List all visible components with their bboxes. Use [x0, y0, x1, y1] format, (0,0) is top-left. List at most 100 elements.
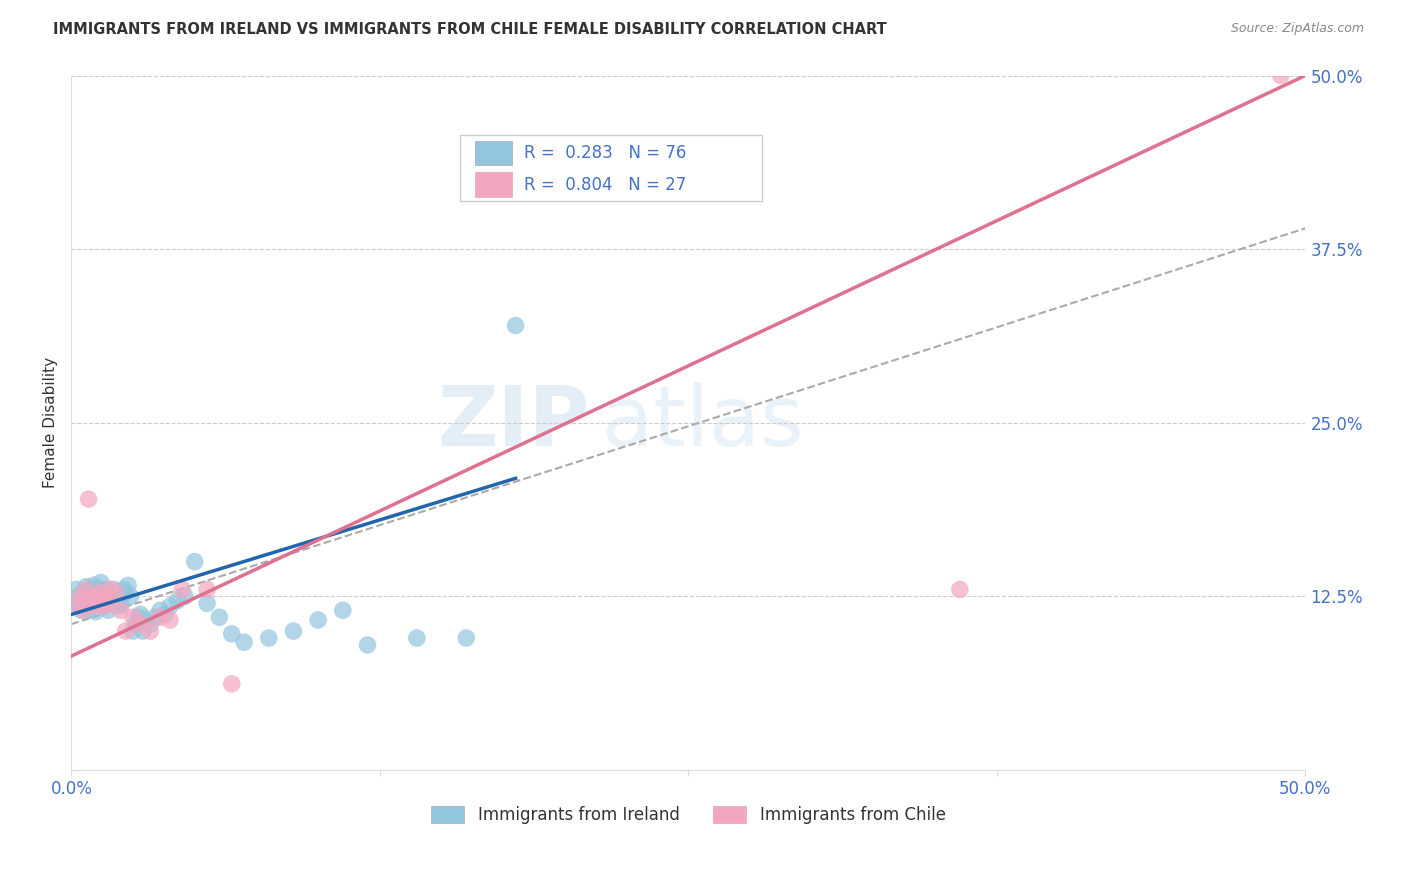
Point	[110, 603, 132, 617]
Point	[505, 318, 527, 333]
Point	[173, 590, 195, 604]
Point	[124, 617, 146, 632]
Point	[83, 596, 105, 610]
Text: R =  0.804   N = 27: R = 0.804 N = 27	[524, 176, 686, 194]
Point	[97, 603, 120, 617]
Point	[80, 591, 103, 605]
Point	[307, 613, 329, 627]
Point	[72, 593, 94, 607]
Point	[283, 624, 305, 639]
Point	[90, 586, 112, 600]
Point	[65, 596, 87, 610]
Point	[67, 599, 90, 613]
Point	[72, 599, 94, 613]
Point	[97, 588, 120, 602]
Point	[83, 599, 105, 613]
Point	[103, 590, 125, 604]
Point	[127, 610, 149, 624]
Point	[221, 677, 243, 691]
Point	[93, 599, 115, 613]
Point	[77, 603, 100, 617]
Point	[93, 585, 115, 599]
Text: IMMIGRANTS FROM IRELAND VS IMMIGRANTS FROM CHILE FEMALE DISABILITY CORRELATION C: IMMIGRANTS FROM IRELAND VS IMMIGRANTS FR…	[53, 22, 887, 37]
Legend: Immigrants from Ireland, Immigrants from Chile: Immigrants from Ireland, Immigrants from…	[432, 806, 946, 824]
Point	[1270, 69, 1292, 83]
Point	[83, 578, 105, 592]
Point	[149, 603, 172, 617]
Point	[72, 585, 94, 599]
Point	[70, 603, 93, 617]
Point	[456, 631, 478, 645]
Point	[70, 596, 93, 610]
Point	[90, 575, 112, 590]
Point	[195, 596, 218, 610]
Point	[100, 582, 122, 597]
Point	[84, 588, 107, 602]
Point	[75, 580, 97, 594]
Point	[107, 593, 129, 607]
Point	[122, 610, 145, 624]
Point	[100, 593, 122, 607]
Point	[87, 593, 110, 607]
Point	[159, 599, 181, 613]
Y-axis label: Female Disability: Female Disability	[44, 357, 58, 488]
Point	[84, 590, 107, 604]
Point	[257, 631, 280, 645]
Point	[332, 603, 354, 617]
Point	[172, 582, 194, 597]
Point	[104, 596, 127, 610]
Point	[65, 582, 87, 597]
Text: Source: ZipAtlas.com: Source: ZipAtlas.com	[1230, 22, 1364, 36]
Point	[129, 617, 152, 632]
FancyBboxPatch shape	[475, 141, 512, 165]
Point	[104, 585, 127, 599]
Point	[75, 590, 97, 604]
Point	[94, 590, 117, 604]
Point	[97, 596, 120, 610]
Point	[84, 605, 107, 619]
Point	[149, 610, 172, 624]
Point	[114, 624, 136, 639]
Point	[208, 610, 231, 624]
Point	[134, 613, 156, 627]
Point	[97, 596, 120, 610]
Point	[120, 590, 142, 604]
Point	[90, 585, 112, 599]
Point	[110, 598, 132, 612]
Point	[90, 596, 112, 610]
Point	[107, 599, 129, 613]
Point	[70, 590, 93, 604]
Point	[75, 598, 97, 612]
Point	[153, 607, 176, 622]
Point	[94, 582, 117, 597]
Point	[87, 582, 110, 597]
Point	[112, 582, 135, 597]
Point	[77, 586, 100, 600]
Point	[77, 595, 100, 609]
Point	[80, 593, 103, 607]
Point	[87, 596, 110, 610]
Point	[117, 578, 139, 592]
Point	[159, 613, 181, 627]
Point	[949, 582, 972, 597]
Point	[122, 624, 145, 639]
Point	[139, 617, 162, 632]
Point	[114, 585, 136, 599]
Point	[104, 585, 127, 599]
Point	[221, 627, 243, 641]
Point	[94, 595, 117, 609]
Point	[93, 599, 115, 613]
Point	[110, 590, 132, 604]
Point	[405, 631, 427, 645]
Point	[143, 610, 166, 624]
Point	[183, 555, 205, 569]
Point	[100, 585, 122, 599]
Text: R =  0.283   N = 76: R = 0.283 N = 76	[524, 145, 686, 162]
Point	[93, 591, 115, 605]
Text: ZIP: ZIP	[437, 383, 589, 463]
Point	[67, 590, 90, 604]
Point	[233, 635, 256, 649]
Point	[72, 603, 94, 617]
Point	[84, 598, 107, 612]
Point	[132, 624, 155, 639]
